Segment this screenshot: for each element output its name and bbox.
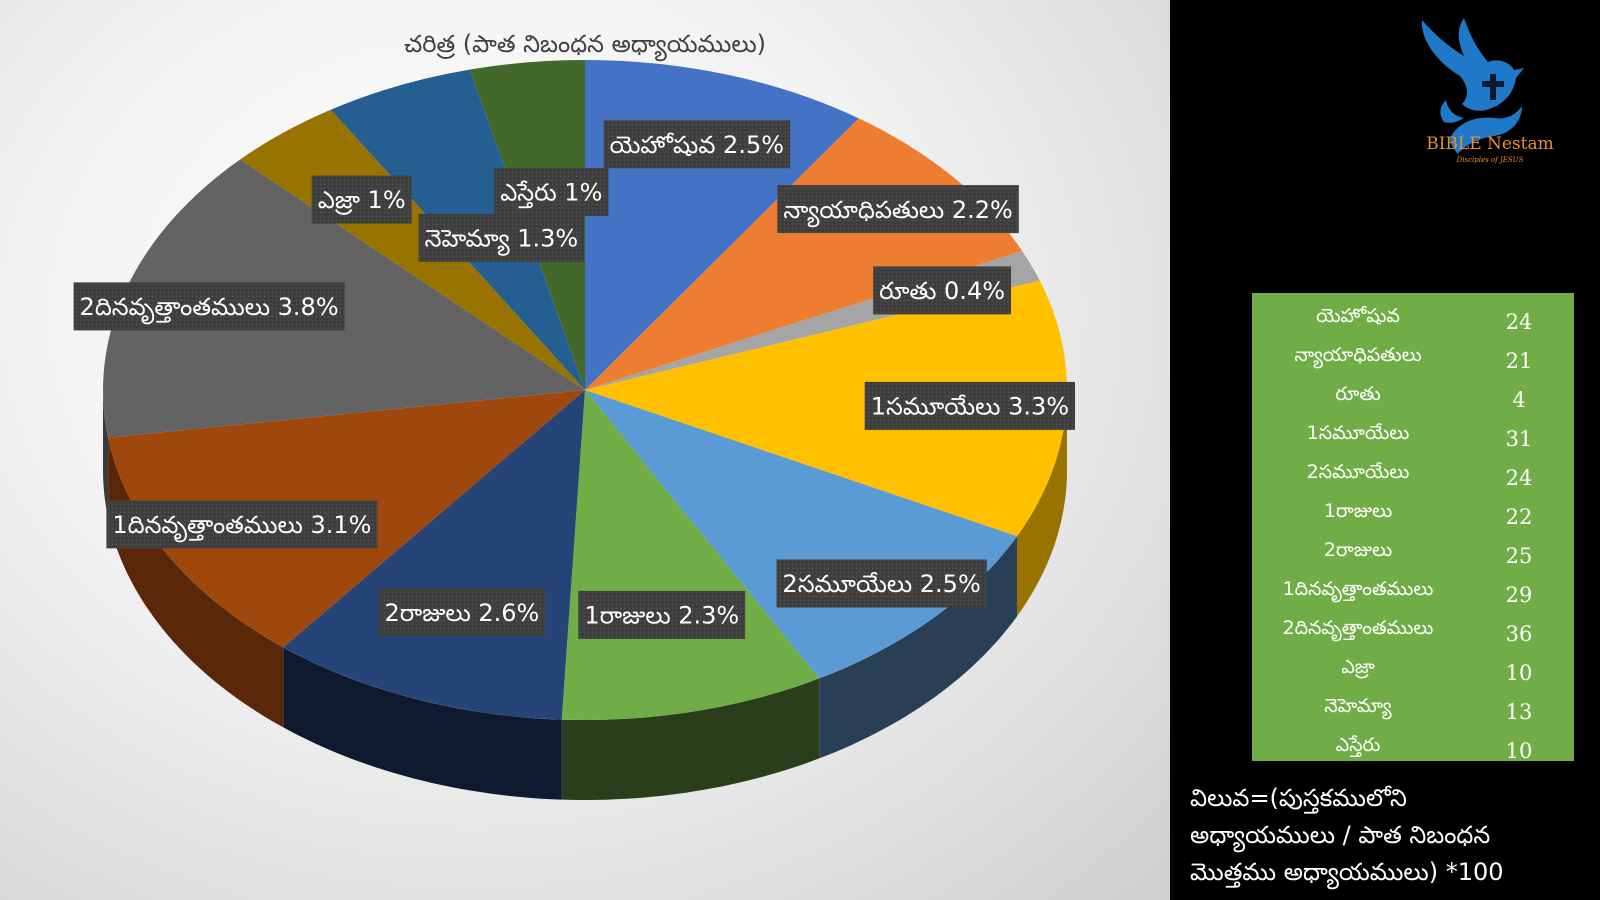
data-label-box [864,381,1075,430]
data-label-8: 2దినవృత్తాంతములు 3.8% [73,282,345,331]
data-label-text: ఎజ్రా 1% [318,186,406,215]
data-label-4: 2సమూయేలు 2.5% [776,559,987,608]
data-label-text: ఎస్తేరు 1% [500,179,602,209]
pie-side-3 [1017,390,1067,617]
data-label-box [873,266,1011,315]
logo-name: BIBLE Nestam [1426,134,1554,154]
pie-side-7 [108,437,284,728]
table-chapters-cell: 25 [1505,543,1533,568]
data-label-box [777,185,1019,234]
table-book-cell: 1సమూయేలు [1306,422,1410,444]
table-row: ఎస్తేరు 10 [1252,728,1574,767]
table-chapters-cell: 31 [1505,426,1533,451]
table-chapters-cell: 36 [1505,621,1533,646]
table-row: 1సమూయేలు 31 [1252,416,1574,455]
data-label-text: నెహెమ్యా 1.3% [425,225,579,257]
data-label-box [378,588,546,637]
data-label-text: 2దినవృత్తాంతములు 3.8% [80,293,339,325]
pie-side-5 [561,678,820,800]
table-chapters-cell: 29 [1505,582,1533,607]
pie-side-8 [103,390,109,518]
table-chapters-cell: 21 [1505,348,1533,373]
table-book-cell: ఎజ్రా [1341,656,1375,678]
formula-line-1: విలువ=(పుస్తకములోని [1190,784,1407,812]
chart-panel: చరిత్ర (పాత నిబంధన అధ్యాయములు) యెహోషువ 2… [0,0,1170,900]
data-label-text: 2సమూయేలు 2.5% [782,570,980,598]
table-row: 1దినవృత్తాంతములు 29 [1252,572,1574,611]
formula-line-3: మొత్తము అధ్యాయములు) *100 [1190,858,1504,886]
pie-slice-3 [585,280,1068,537]
table-row: నెహెమ్యా 13 [1252,689,1574,728]
pie-slice-6 [283,390,585,720]
data-label-box [494,168,609,216]
data-label-box [578,590,746,639]
dove-cross-hands-icon [1421,18,1524,154]
data-label-11: ఎస్తేరు 1% [494,168,609,216]
data-label-6: 2రాజులు 2.6% [378,588,546,637]
data-label-text: 1సమూయేలు 3.3% [871,393,1069,421]
table-chapters-cell: 10 [1505,660,1533,685]
table-chapters-cell: 24 [1505,465,1533,490]
data-label-9: ఎజ్రా 1% [311,175,412,224]
table-chapters-cell: 13 [1505,699,1533,724]
table-row: ఎజ్రా 10 [1252,650,1574,689]
data-label-box [603,120,791,169]
data-label-box [418,213,585,262]
data-label-box [776,559,987,608]
formula-note: విలువ=(పుస్తకములోని అధ్యాయములు / పాత నిబ… [1190,780,1590,891]
data-label-box [106,500,378,549]
data-label-5: 1రాజులు 2.3% [578,590,746,639]
table-row: యెహోషువ 24 [1252,299,1574,338]
table-row: న్యాయాధిపతులు 21 [1252,338,1574,377]
table-book-cell: 2దినవృత్తాంతములు [1282,617,1434,639]
table-chapters-cell: 22 [1505,504,1533,529]
table-book-cell: నెహెమ్యా [1324,695,1392,717]
table-book-cell: 1దినవృత్తాంతములు [1282,578,1434,600]
data-label-text: 1దినవృత్తాంతములు 3.1% [112,511,371,543]
table-book-cell: 1రాజులు [1323,500,1393,522]
table-book-cell: రూతు [1335,383,1381,405]
data-label-1: న్యాయాధిపతులు 2.2% [777,185,1019,234]
table-chapters-cell: 24 [1505,309,1533,334]
table-book-cell: న్యాయాధిపతులు [1294,344,1422,366]
table-row: 2దినవృత్తాంతములు 36 [1252,611,1574,650]
data-label-text: 1రాజులు 2.3% [584,602,739,630]
data-label-box [73,282,345,331]
data-label-text: 2రాజులు 2.6% [384,599,539,627]
data-label-text: న్యాయాధిపతులు 2.2% [783,196,1012,228]
data-label-text: రూతు 0.4% [879,277,1005,305]
pie-side-6 [283,647,562,800]
formula-line-2: అధ్యాయములు / పాత నిబంధన [1190,821,1491,849]
data-label-10: నెహెమ్యా 1.3% [418,213,585,262]
table-book-cell: 2సమూయేలు [1306,461,1410,483]
data-label-text: యెహోషువ 2.5% [610,131,784,159]
table-row: 1రాజులు 22 [1252,494,1574,533]
logo-tagline: Disciples of JESUS [1456,156,1524,164]
pie-chart: యెహోషువ 2.5% న్యాయాధిపతులు 2.2% రూతు 0.4% 1… [73,60,1075,800]
data-label-2: రూతు 0.4% [873,266,1011,315]
table-chapters-cell: 10 [1505,738,1533,763]
data-label-box [311,175,412,224]
table-row: 2రాజులు 25 [1252,533,1574,572]
table-book-cell: యెహోషువ [1316,305,1400,327]
table-row: రూతు 4 [1252,377,1574,416]
table-row: 2సమూయేలు 24 [1252,455,1574,494]
table-chapters-cell: 4 [1512,387,1526,412]
data-label-3: 1సమూయేలు 3.3% [864,381,1075,430]
data-label-7: 1దినవృత్తాంతములు 3.1% [106,500,378,549]
table-book-cell: 2రాజులు [1323,539,1393,561]
table-book-cell: ఎస్తేరు [1335,734,1381,756]
chart-title: చరిత్ర (పాత నిబంధన అధ్యాయములు) [403,30,766,58]
data-label-0: యెహోషువ 2.5% [603,120,791,169]
chapters-table: యెహోషువ 24 న్యాయాధిపతులు 21 రూతు 4 1సమూయేలు 31 2… [1252,293,1574,763]
